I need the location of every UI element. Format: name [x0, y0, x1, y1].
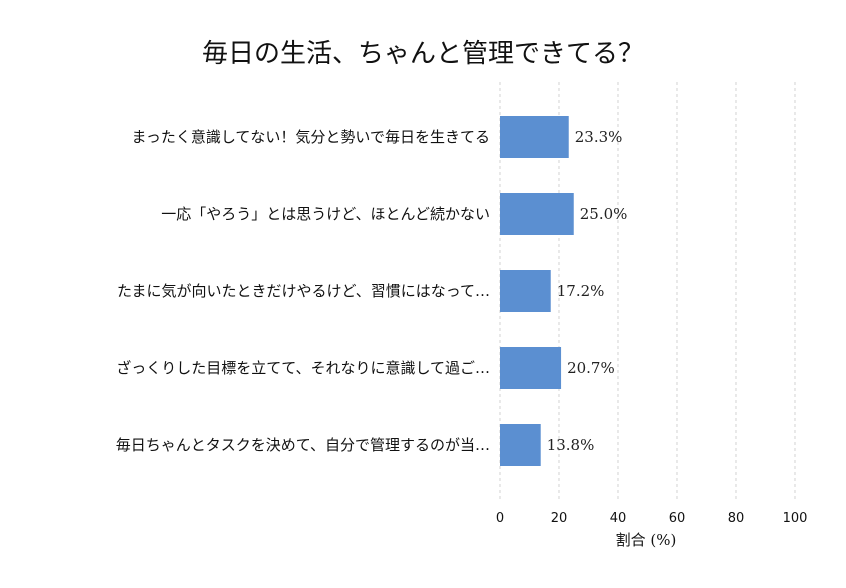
x-axis-ticks: 0 20 40 60 80 100 [496, 511, 808, 526]
value-label: 17.2% [557, 282, 605, 300]
category-label: 毎日ちゃんとタスクを決めて、自分で管理するのが当… [116, 436, 490, 454]
category-label: 一応「やろう」とは思うけど、ほとんど続かない [161, 205, 490, 223]
x-tick-label: 20 [551, 511, 568, 526]
bar [500, 424, 541, 466]
x-tick-label: 80 [728, 511, 745, 526]
value-label: 20.7% [567, 359, 615, 377]
bar [500, 193, 574, 235]
category-label: ざっくりした目標を立てて、それなりに意識して過ご… [116, 359, 490, 377]
value-label: 25.0% [580, 205, 628, 223]
category-label: まったく意識してない！気分と勢いで毎日を生きてる [131, 128, 490, 146]
bar [500, 116, 569, 158]
value-label: 13.8% [547, 436, 595, 454]
bar [500, 270, 551, 312]
x-tick-label: 100 [783, 511, 808, 526]
bar [500, 347, 562, 389]
x-tick-label: 0 [496, 511, 504, 526]
category-label: たまに気が向いたときだけやるけど、習慣にはなって… [117, 282, 490, 300]
x-tick-label: 40 [610, 511, 627, 526]
bars: まったく意識してない！気分と勢いで毎日を生きてる 23.3% 一応「やろう」とは思う… [116, 116, 628, 466]
x-axis-label: 割合 (%) [616, 531, 677, 549]
chart-title: 毎日の生活、ちゃんと管理できてる？ [202, 39, 644, 69]
x-tick-label: 60 [669, 511, 686, 526]
value-label: 23.3% [575, 128, 623, 146]
